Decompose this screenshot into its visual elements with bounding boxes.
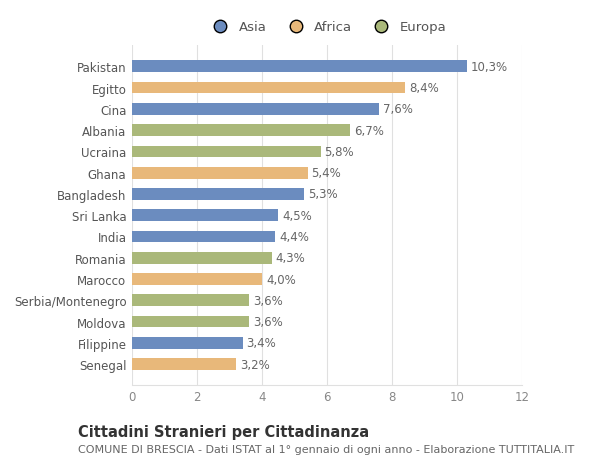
Bar [132, 125, 350, 137]
Text: 3,2%: 3,2% [240, 358, 269, 371]
Bar [132, 168, 308, 179]
Text: 3,4%: 3,4% [247, 336, 276, 350]
Bar [132, 104, 379, 116]
Text: COMUNE DI BRESCIA - Dati ISTAT al 1° gennaio di ogni anno - Elaborazione TUTTITA: COMUNE DI BRESCIA - Dati ISTAT al 1° gen… [78, 444, 574, 454]
Bar [132, 316, 249, 328]
Text: 3,6%: 3,6% [253, 294, 283, 307]
Text: 3,6%: 3,6% [253, 315, 283, 328]
Text: 8,4%: 8,4% [409, 82, 439, 95]
Bar [132, 146, 320, 158]
Text: 4,0%: 4,0% [266, 273, 296, 286]
Bar [132, 358, 236, 370]
Bar [132, 83, 405, 94]
Text: 5,4%: 5,4% [311, 167, 341, 180]
Text: 4,5%: 4,5% [282, 209, 312, 222]
Legend: Asia, Africa, Europa: Asia, Africa, Europa [205, 18, 449, 37]
Bar [132, 189, 304, 200]
Text: 5,8%: 5,8% [325, 146, 354, 158]
Bar [132, 252, 272, 264]
Text: Cittadini Stranieri per Cittadinanza: Cittadini Stranieri per Cittadinanza [78, 425, 369, 440]
Bar [132, 231, 275, 243]
Bar [132, 62, 467, 73]
Bar [132, 274, 262, 285]
Text: 6,7%: 6,7% [353, 124, 383, 137]
Bar [132, 295, 249, 307]
Text: 7,6%: 7,6% [383, 103, 413, 116]
Text: 4,3%: 4,3% [275, 252, 305, 265]
Bar [132, 337, 242, 349]
Text: 5,3%: 5,3% [308, 188, 338, 201]
Bar [132, 210, 278, 222]
Text: 10,3%: 10,3% [470, 61, 508, 73]
Text: 4,4%: 4,4% [279, 230, 309, 243]
